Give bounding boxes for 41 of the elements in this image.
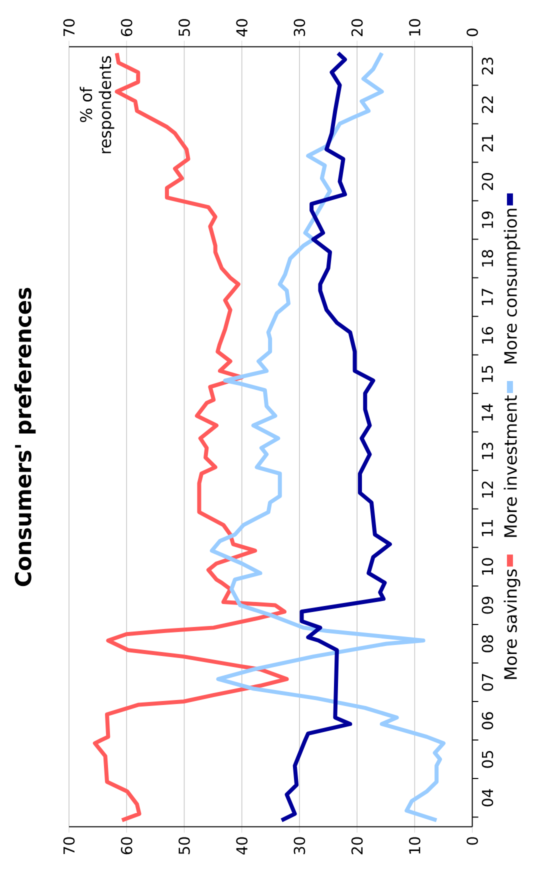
y-tick-label: 15 [482,366,493,382]
x-tick-label: 60 [120,19,132,36]
y-tick-label: 23 [482,58,494,74]
x-tick-label: 40 [236,19,248,36]
y-tick-label: 04 [482,789,494,806]
x2-tick-label: 10 [409,837,420,854]
x-tick-label: 30 [294,19,306,36]
y-tick-label: 21 [482,134,493,152]
x2-tick-label: 60 [120,837,132,854]
x-tick-label: 0 [466,28,478,36]
y-tick-label: 11 [482,520,493,536]
legend-label: More consumption [504,208,520,364]
x2-tick-label: 50 [178,837,190,854]
y-tick-label: 05 [482,751,494,768]
y-tick-label: 09 [482,596,494,614]
y-tick-label: 13 [482,442,494,460]
y-tick-label: 20 [482,172,494,190]
y-tick-label: 08 [482,635,494,652]
x-tick-label: 70 [63,19,75,36]
x-tick-label: 50 [178,19,190,36]
y-tick-label: 12 [482,482,493,498]
annotation: % of respondents [80,56,114,154]
x2-tick-label: 30 [294,837,306,854]
x2-tick-label: 40 [236,837,248,855]
y-tick-label: 06 [482,712,494,730]
y-tick-label: 22 [482,96,493,113]
x2-tick-label: 0 [466,837,478,845]
y-tick-label: 17 [482,288,493,305]
text: Consumers' preferences [14,288,36,586]
y-tick-label: 10 [482,558,494,575]
y-tick-label: 18 [482,250,494,266]
x-tick-label: 20 [351,19,363,36]
y-tick-label: 07 [482,674,494,691]
y-tick-label: 14 [482,404,493,421]
x-tick-label: 10 [409,19,420,36]
legend-label: More investment [504,395,517,537]
legend-label: More savings [504,569,520,679]
y-tick-label: 19 [482,212,494,228]
y-tick-label: 16 [482,326,494,344]
x2-tick-label: 20 [351,837,363,854]
x2-tick-label: 70 [63,837,75,854]
